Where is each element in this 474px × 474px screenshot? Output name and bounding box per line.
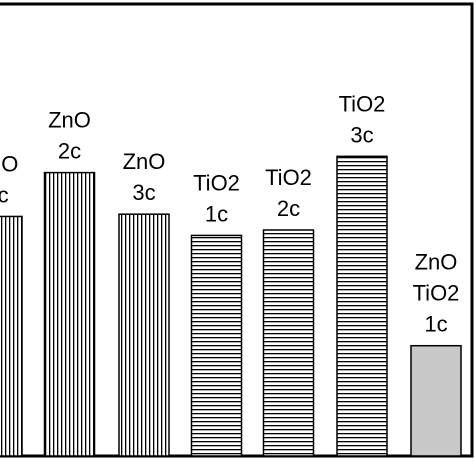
- bar-label-4-line-0: TiO2: [265, 165, 312, 190]
- bar-4: [262, 229, 315, 457]
- bar-label-4-line-1: 2c: [277, 196, 300, 221]
- bar-label-3-line-0: TiO2: [193, 170, 240, 195]
- bar-3: [190, 234, 243, 457]
- bar-5: [336, 155, 388, 457]
- bar-label-0-line-0: ZnO: [0, 151, 18, 176]
- bar-label-2-line-0: ZnO: [123, 149, 166, 174]
- bar-2: [118, 213, 170, 457]
- bar-label-1-line-1: 2c: [58, 139, 81, 164]
- bar-1: [43, 171, 96, 457]
- bar-0: [0, 215, 23, 457]
- bar-label-1-line-0: ZnO: [48, 108, 91, 133]
- bar-label-6-line-2: 1c: [424, 312, 447, 337]
- bar-label-3-line-1: 1c: [205, 201, 228, 226]
- bars-group: ZnO 1c ZnO 2c ZnO 3c TiO2 1c TiO2 2c TiO2 3c ZnO TiO2…: [0, 91, 462, 457]
- bar-label-5-line-0: TiO2: [339, 91, 386, 116]
- bar-label-2-line-1: 3c: [132, 180, 155, 205]
- bar-label-6-line-0: ZnO: [415, 250, 458, 275]
- bar-6: [410, 344, 462, 457]
- bar-label-5-line-1: 3c: [350, 122, 373, 147]
- bar-label-6-line-1: TiO2: [413, 281, 460, 306]
- bar-label-0-line-1: 1c: [0, 182, 9, 207]
